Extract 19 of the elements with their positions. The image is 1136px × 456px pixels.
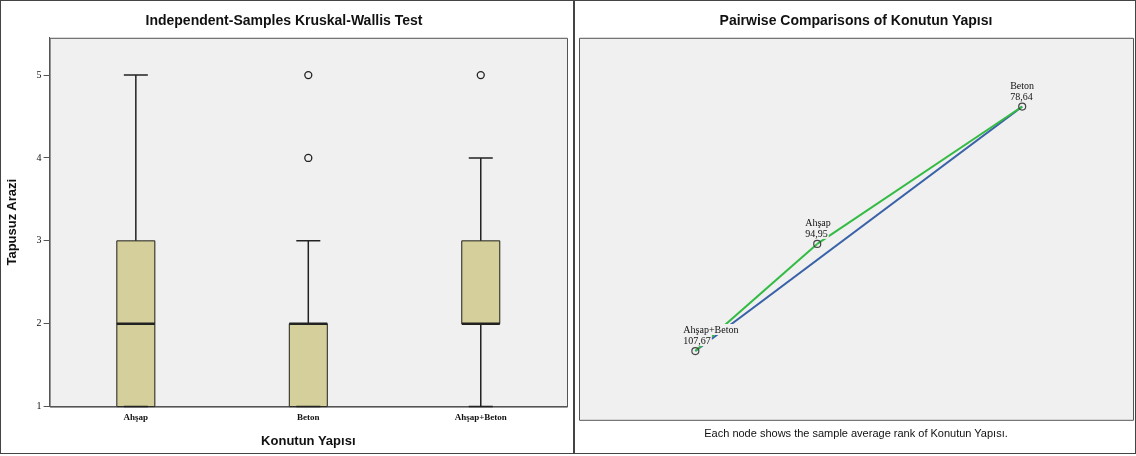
- y-tick-label: 5: [36, 68, 42, 80]
- x-tick-label: Beton: [297, 412, 320, 423]
- data-label: 94,95: [805, 227, 828, 239]
- category-label: Ahşap+Beton: [683, 324, 739, 336]
- text: Pairwise Comparisons of Konutun Yapısı: [719, 12, 993, 29]
- x-tick-label: Ahşap: [123, 412, 149, 423]
- chart-title: Independent-Samples Kruskal-Wallis Test: [145, 12, 423, 29]
- x-axis-title: Konutun Yapısı: [261, 432, 356, 448]
- y-tick-label: 4: [36, 151, 42, 163]
- category-label: Beton: [1010, 79, 1035, 91]
- data-label: 78,64: [1010, 90, 1033, 102]
- y-tick-label: 2: [36, 317, 42, 329]
- y-axis-title: Tapusuz Arazi: [4, 178, 20, 266]
- y-tick-label: 3: [36, 234, 42, 246]
- text: Each node shows the sample average rank of Konutun Yapısı.: [704, 427, 1008, 440]
- y-tick-label: 1: [36, 400, 42, 412]
- category-label: Ahşap: [805, 216, 831, 228]
- data-label: 107,67: [683, 335, 711, 347]
- x-tick-label: Ahşap+Beton: [454, 412, 507, 423]
